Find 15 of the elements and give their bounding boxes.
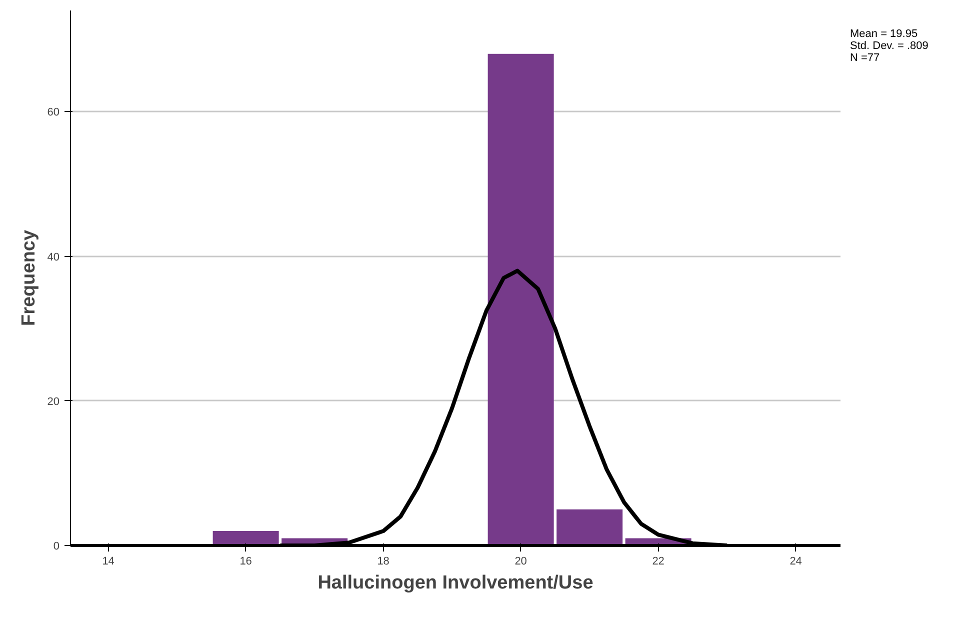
x-tick-label: 16 (240, 556, 252, 568)
y-tick-label: 40 (47, 251, 60, 264)
text: Std. Dev. = .809 (850, 40, 928, 52)
text: Mean = 19.95 (850, 28, 918, 40)
y-axis-title: Frequency (18, 230, 40, 326)
y-tick-label: 60 (47, 106, 60, 119)
x-tick-label: 18 (377, 556, 390, 568)
x-tick-label: 20 (514, 556, 527, 568)
x-tick-label: 24 (790, 556, 802, 568)
x-axis-title: Hallucinogen Involvement/Use (318, 572, 594, 594)
x-tick-label: 14 (102, 556, 114, 568)
text: N =77 (850, 52, 880, 64)
x-tick-label: 22 (652, 556, 664, 568)
y-tick-label: 0 (53, 540, 60, 552)
y-tick-label: 20 (47, 396, 60, 408)
